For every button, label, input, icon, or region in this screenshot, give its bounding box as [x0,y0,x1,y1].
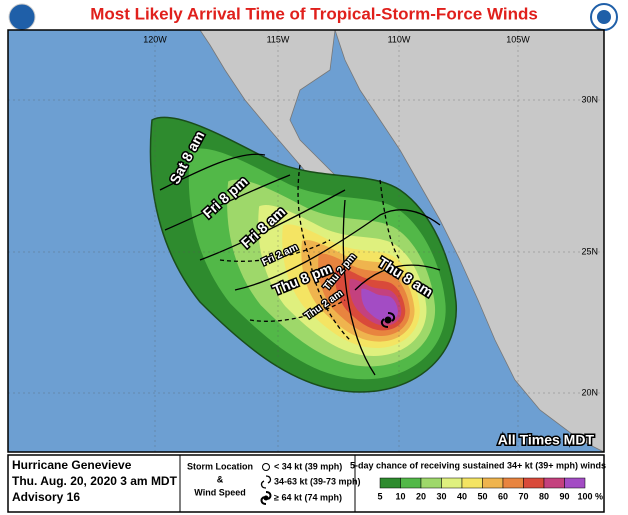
scale-label: 10 [395,491,405,501]
nws-logo-inner [597,10,611,24]
graticule [8,30,604,452]
noaa-logo [8,3,36,31]
storm-name: Hurricane Genevieve [12,458,132,472]
legend-title: Storm Location [187,461,253,471]
lat-label: 20N [581,387,598,397]
advisory: Advisory 16 [12,490,80,504]
mainland-land [334,30,604,452]
scale-label: 5 [377,491,382,501]
scale-swatch [564,477,586,489]
scale-swatch [379,477,401,489]
scale-label: 70 [518,491,528,501]
legend-title: & [217,474,224,484]
time-note: All Times MDT [498,432,595,448]
scale-label: 60 [498,491,508,501]
contours [159,153,441,376]
scale-label: 20 [416,491,426,501]
scale-title: 5-day chance of receiving sustained 34+ … [350,460,606,470]
scale-swatch [461,477,483,489]
scale-label: 30 [436,491,446,501]
storm-symbol [380,312,396,328]
legend-symbol [260,491,272,505]
legend-symbol [263,495,269,501]
scale-swatch [441,477,463,489]
scale-swatch [523,477,545,489]
scale-label: 100 [577,491,592,501]
scale-swatch [502,477,524,489]
title: Most Likely Arrival Time of Tropical-Sto… [90,4,538,23]
issued-time: Thu. Aug. 20, 2020 3 am MDT [12,474,178,488]
legend-item: 34-63 kt (39-73 mph) [274,476,361,486]
lon-label: 115W [267,34,290,44]
legend-title: Wind Speed [194,487,245,497]
lon-label: 105W [506,34,530,44]
scale-label: 40 [457,491,467,501]
lat-label: 25N [581,246,598,256]
legend-item: < 34 kt (39 mph) [274,461,342,471]
scale-label: 50 [477,491,487,501]
lon-label: 120W [143,34,167,44]
scale-swatch [420,477,442,489]
map [8,30,604,452]
scale-swatch [400,477,422,489]
scale-label: 90 [559,491,569,501]
scale-swatch [543,477,565,489]
lon-label: 110W [388,34,411,44]
legend-item: ≥ 64 kt (74 mph) [274,492,342,502]
color-scale: 5 10 20 30 40 50 60 70 80 90 100% [377,477,603,501]
scale-swatch [482,477,504,489]
scale-unit: % [595,491,603,501]
lat-label: 30N [581,94,598,104]
legend-symbol [262,463,270,471]
map-frame [7,29,605,453]
legend-symbol [260,475,272,489]
scale-label: 80 [539,491,549,501]
